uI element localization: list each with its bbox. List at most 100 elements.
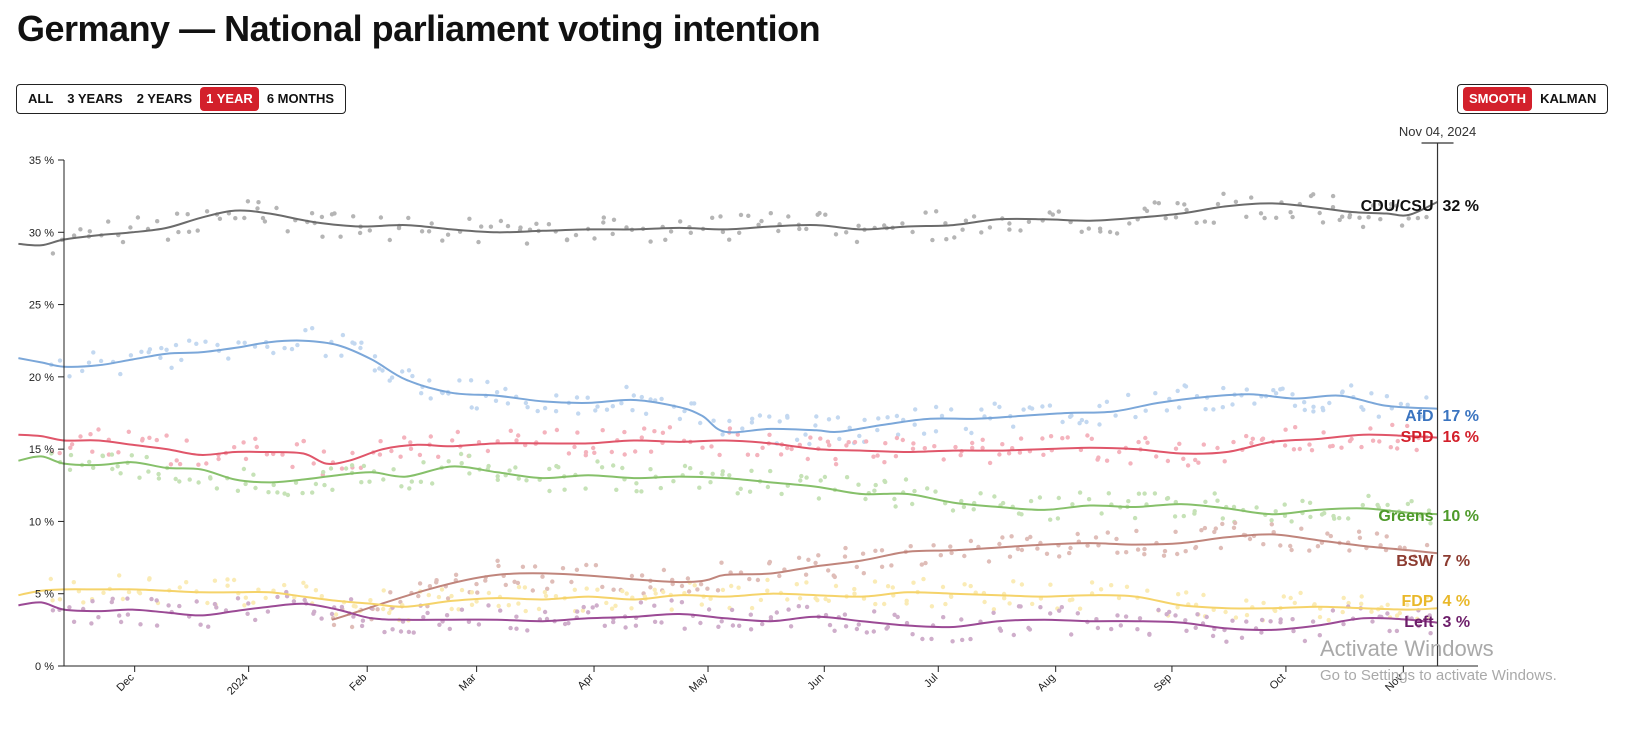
poll-dot-afd xyxy=(1079,417,1085,423)
poll-dot-bsw xyxy=(686,589,692,594)
poll-dot-spd xyxy=(1041,452,1046,457)
poll-dot-cducsu xyxy=(1244,214,1249,219)
poll-dot-greens xyxy=(282,491,287,496)
poll-dot-left xyxy=(406,629,412,635)
poll-dot-greens xyxy=(1282,513,1288,518)
poll-dot-fdp xyxy=(523,608,528,614)
poll-dot-spd xyxy=(818,436,823,441)
poll-dot-left xyxy=(1210,633,1216,639)
poll-dot-greens xyxy=(1192,509,1197,514)
poll-dot-afd xyxy=(1398,401,1404,407)
poll-dot-greens xyxy=(118,471,123,476)
poll-dot-greens xyxy=(658,485,663,491)
poll-dot-greens xyxy=(1070,502,1075,507)
poll-dot-bsw xyxy=(1035,546,1040,551)
poll-dot-greens xyxy=(1269,518,1274,523)
poll-dot-left xyxy=(1317,633,1323,638)
poll-dot-afd xyxy=(203,339,208,344)
poll-dot-spd xyxy=(147,435,152,440)
poll-dot-left xyxy=(729,607,735,613)
poll-dot-spd xyxy=(642,426,647,431)
poll-dot-cducsu xyxy=(710,215,715,220)
poll-dot-greens xyxy=(235,488,241,493)
poll-dot-spd xyxy=(1196,460,1201,465)
y-tick-label: 25 % xyxy=(29,300,54,312)
poll-dot-left xyxy=(390,627,395,632)
poll-dot-spd xyxy=(232,445,237,450)
poll-dot-afd xyxy=(1424,395,1429,400)
poll-dot-cducsu xyxy=(1347,215,1352,220)
poll-dot-greens xyxy=(68,452,74,458)
poll-dot-cducsu xyxy=(1258,211,1264,216)
poll-dot-greens xyxy=(768,468,773,474)
poll-dot-spd xyxy=(290,464,295,470)
poll-dot-fdp xyxy=(225,583,230,588)
poll-dot-fdp xyxy=(542,590,548,595)
range-1-year-button[interactable]: 1 YEAR xyxy=(200,87,259,111)
poll-dot-greens xyxy=(1077,490,1083,495)
poll-dot-bsw xyxy=(1231,525,1237,530)
poll-dot-afd xyxy=(894,413,900,419)
kalman-button[interactable]: KALMAN xyxy=(1534,87,1602,111)
poll-dot-cducsu xyxy=(678,219,683,224)
poll-dot-afd xyxy=(807,441,812,447)
poll-dot-fdp xyxy=(242,603,247,608)
x-tick-label: Mar xyxy=(457,671,479,693)
poll-dot-spd xyxy=(485,448,491,454)
poll-dot-spd xyxy=(1177,441,1182,446)
poll-dot-fdp xyxy=(1244,598,1249,603)
poll-dot-left xyxy=(968,636,973,642)
poll-dot-spd xyxy=(622,452,627,457)
poll-dot-greens xyxy=(91,465,96,470)
poll-dot-spd xyxy=(1283,427,1288,432)
poll-dot-left xyxy=(1118,623,1124,628)
poll-dot-greens xyxy=(1181,513,1187,519)
poll-dot-spd xyxy=(542,430,547,435)
poll-dot-cducsu xyxy=(601,220,606,225)
poll-dot-afd xyxy=(139,349,144,354)
poll-dot-greens xyxy=(173,476,178,482)
poll-dot-afd xyxy=(226,356,231,361)
poll-dot-greens xyxy=(1037,495,1043,500)
poll-dot-fdp xyxy=(1233,615,1239,620)
poll-dot-spd xyxy=(1244,433,1249,439)
poll-dot-left xyxy=(1164,612,1169,617)
range-all-button[interactable]: ALL xyxy=(22,87,59,111)
date-cursor[interactable]: Nov 04, 2024 xyxy=(1399,124,1476,666)
poll-dot-spd xyxy=(1388,445,1394,450)
poll-dot-left xyxy=(904,620,910,626)
range-3-years-button[interactable]: 3 YEARS xyxy=(61,87,128,111)
poll-dot-cducsu xyxy=(1330,193,1336,199)
poll-dot-spd xyxy=(402,435,407,440)
poll-dot-afd xyxy=(720,432,725,437)
poll-dot-bsw xyxy=(1213,526,1219,531)
poll-dot-fdp xyxy=(943,601,948,607)
poll-dot-greens xyxy=(214,486,220,491)
poll-dot-cducsu xyxy=(204,209,210,214)
poll-dot-spd xyxy=(755,452,760,458)
poll-dot-fdp xyxy=(469,590,475,595)
poll-dot-left xyxy=(329,611,335,617)
poll-dot-fdp xyxy=(353,604,358,609)
poll-dot-left xyxy=(1193,625,1198,630)
poll-dot-afd xyxy=(711,418,716,423)
poll-dot-left xyxy=(508,625,513,631)
poll-dot-greens xyxy=(1152,491,1158,496)
smooth-button[interactable]: SMOOTH xyxy=(1463,87,1533,111)
poll-dot-cducsu xyxy=(738,212,744,218)
poll-dot-afd xyxy=(847,425,852,430)
poll-dot-greens xyxy=(243,481,248,487)
poll-dot-afd xyxy=(1126,392,1131,398)
poll-dot-left xyxy=(1291,628,1296,634)
poll-dot-spd xyxy=(68,445,73,450)
poll-dot-bsw xyxy=(1378,543,1383,548)
poll-dot-cducsu xyxy=(1026,219,1032,224)
poll-dot-fdp xyxy=(652,587,657,592)
poll-dot-spd xyxy=(1154,454,1159,459)
poll-dot-cducsu xyxy=(1018,228,1023,233)
poll-dot-left xyxy=(1048,611,1053,616)
poll-dot-greens xyxy=(1132,515,1138,521)
range-2-years-button[interactable]: 2 YEARS xyxy=(131,87,198,111)
range-6-months-button[interactable]: 6 MONTHS xyxy=(261,87,340,111)
